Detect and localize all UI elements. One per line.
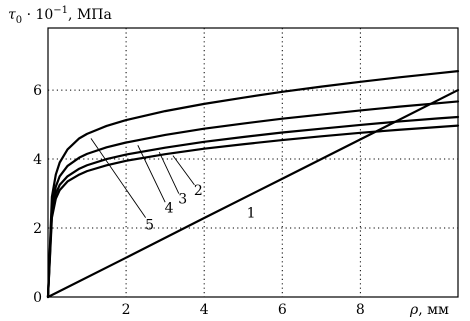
curve-label-1: 1	[247, 206, 256, 222]
y-axis-subscript: 0	[16, 15, 22, 26]
series-line-5	[46, 70, 460, 299]
y-axis-unit: , МПа	[68, 7, 112, 23]
y-tick-label: 2	[33, 221, 42, 237]
curve-label-5: 5	[145, 218, 154, 234]
curve-label-2: 2	[194, 183, 203, 199]
curve-label-4: 4	[165, 200, 174, 216]
y-axis-symbol: τ	[8, 7, 16, 23]
x-axis-label: ρ, мм	[409, 302, 449, 318]
y-axis-exponent: −1	[53, 5, 68, 16]
leader-line-3	[158, 151, 180, 194]
y-axis-middle: · 10	[22, 7, 53, 23]
x-axis-unit: , мм	[418, 302, 449, 318]
tick-layer: 2 4 6 8 0 2 4 6	[33, 83, 365, 318]
series-line-2	[46, 124, 460, 299]
y-axis-label: τ0 · 10−1, МПа	[8, 5, 112, 26]
x-tick-label: 8	[356, 302, 365, 318]
plot-frame	[47, 27, 459, 298]
x-axis-symbol: ρ	[409, 302, 419, 318]
grid-layer	[48, 28, 458, 297]
series-line-3	[46, 115, 460, 299]
x-tick-label: 6	[278, 302, 287, 318]
leader-line-4	[137, 145, 166, 203]
x-tick-label: 4	[200, 302, 209, 318]
leader-line-2	[172, 155, 195, 186]
leader-line-5	[90, 138, 146, 218]
series-layer	[46, 70, 460, 299]
x-tick-label: 2	[122, 302, 131, 318]
leader-layer	[90, 138, 195, 218]
curve-label-3: 3	[178, 192, 187, 208]
series-line-4	[46, 100, 460, 299]
y-tick-label: 0	[33, 290, 42, 306]
y-tick-label: 4	[33, 152, 42, 168]
y-tick-label: 6	[33, 83, 42, 99]
